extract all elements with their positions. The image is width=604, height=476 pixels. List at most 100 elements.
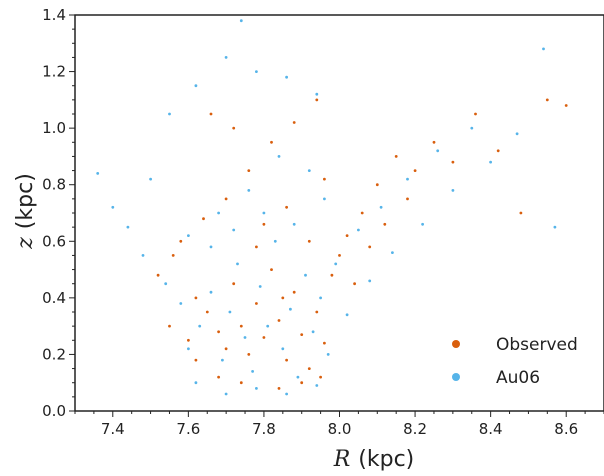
- point-1-9: [209, 290, 213, 294]
- point-0-27: [394, 155, 398, 158]
- point-1-14: [251, 370, 255, 373]
- x-tick-label: 7.8: [252, 420, 276, 438]
- point-1-5: [164, 282, 168, 286]
- point-1-3: [141, 254, 145, 257]
- point-1-42: [224, 56, 228, 59]
- point-1-61: [315, 384, 319, 387]
- point-1-60: [285, 392, 288, 396]
- points-layer: [96, 19, 568, 396]
- point-0-8: [247, 353, 251, 356]
- point-0-12: [277, 319, 281, 322]
- point-0-5: [224, 347, 228, 351]
- point-0-23: [360, 211, 364, 215]
- point-0-26: [383, 222, 387, 226]
- point-0-21: [345, 234, 349, 238]
- legend-label-observed: Observed: [496, 335, 578, 355]
- point-1-6: [179, 302, 183, 305]
- point-1-58: [224, 392, 228, 396]
- point-0-37: [179, 239, 183, 243]
- point-1-8: [198, 324, 202, 328]
- point-0-19: [330, 273, 334, 277]
- point-1-35: [470, 126, 474, 130]
- point-1-40: [168, 112, 171, 116]
- y-axis-unit: (kpc): [13, 173, 38, 229]
- point-0-20: [338, 254, 341, 257]
- legend-entry-observed: Observed: [452, 335, 578, 355]
- point-0-56: [300, 381, 304, 385]
- y-tick-label: 0.6: [42, 232, 66, 250]
- point-0-29: [413, 169, 417, 173]
- y-tick-label: 0.0: [42, 402, 66, 420]
- point-1-56: [323, 197, 326, 201]
- point-0-28: [406, 197, 409, 201]
- point-0-18: [323, 341, 326, 345]
- point-0-45: [232, 126, 236, 130]
- point-0-39: [224, 197, 228, 201]
- x-tick-label: 7.4: [101, 420, 125, 438]
- point-0-41: [270, 140, 273, 144]
- point-0-25: [375, 183, 379, 187]
- point-1-54: [262, 211, 266, 215]
- x-tick-label: 8.2: [403, 420, 427, 438]
- point-0-51: [171, 254, 175, 257]
- point-0-50: [156, 273, 160, 277]
- point-1-25: [334, 262, 338, 266]
- x-tick-label: 8.6: [554, 420, 578, 438]
- point-1-31: [406, 177, 409, 181]
- y-tick-label: 0.2: [42, 345, 66, 363]
- x-tick-label: 7.6: [176, 420, 200, 438]
- point-0-42: [292, 121, 296, 124]
- point-0-44: [209, 112, 213, 116]
- point-1-48: [247, 189, 251, 192]
- point-0-38: [202, 217, 205, 221]
- point-1-41: [194, 84, 198, 88]
- point-0-59: [281, 296, 285, 300]
- point-1-36: [489, 160, 492, 164]
- point-1-43: [255, 70, 258, 73]
- point-1-15: [258, 285, 262, 288]
- point-1-45: [315, 92, 319, 96]
- point-0-24: [368, 245, 372, 249]
- point-1-26: [345, 313, 349, 317]
- point-1-44: [285, 75, 288, 79]
- point-1-16: [266, 324, 270, 328]
- point-0-7: [239, 324, 243, 328]
- point-1-50: [307, 169, 311, 173]
- point-0-57: [319, 375, 322, 379]
- point-0-32: [474, 112, 477, 116]
- point-0-16: [307, 367, 311, 370]
- point-1-33: [436, 149, 440, 153]
- point-1-18: [281, 347, 285, 351]
- point-0-9: [255, 302, 258, 305]
- point-0-53: [217, 375, 221, 379]
- legend-marker-au06: [452, 373, 460, 381]
- point-1-10: [221, 358, 224, 362]
- y-axis: 0.0 0.2 0.4 0.6 0.8 1.0 1.2 1.4: [42, 6, 75, 420]
- y-tick-label: 1.4: [42, 6, 66, 24]
- x-axis-unit: (kpc): [358, 447, 414, 472]
- point-0-48: [307, 239, 311, 243]
- point-1-47: [217, 211, 221, 215]
- point-0-47: [285, 205, 288, 209]
- point-0-40: [247, 169, 251, 173]
- point-0-4: [217, 330, 221, 334]
- point-0-22: [353, 282, 356, 286]
- point-1-17: [273, 239, 277, 243]
- point-0-52: [194, 358, 198, 362]
- point-0-6: [232, 282, 236, 286]
- point-1-37: [515, 132, 519, 136]
- point-1-53: [232, 228, 236, 232]
- point-1-22: [311, 330, 315, 334]
- point-1-12: [236, 262, 239, 266]
- point-0-17: [315, 310, 319, 314]
- point-0-30: [432, 140, 436, 144]
- legend-marker-observed: [452, 340, 460, 348]
- point-0-35: [545, 98, 549, 102]
- point-1-19: [289, 307, 292, 311]
- point-0-11: [270, 268, 273, 271]
- y-tick-label: 0.4: [42, 289, 66, 307]
- point-1-29: [379, 205, 383, 209]
- point-1-59: [255, 387, 258, 390]
- point-0-58: [255, 245, 258, 249]
